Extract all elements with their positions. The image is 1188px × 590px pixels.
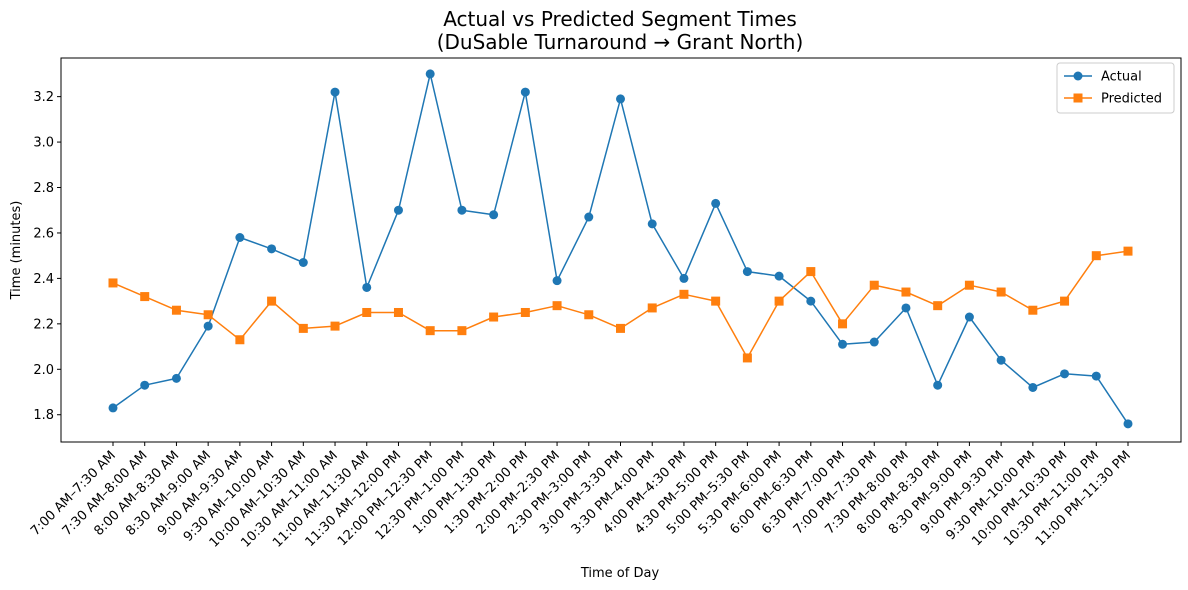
data-point-actual: [647, 219, 657, 229]
data-point-predicted: [774, 296, 784, 306]
data-point-predicted: [647, 303, 657, 313]
data-point-predicted: [552, 301, 562, 311]
data-point-actual: [267, 244, 277, 254]
data-point-actual: [616, 94, 625, 104]
data-point-actual: [362, 282, 372, 292]
data-point-actual: [869, 337, 879, 347]
data-point-actual: [425, 69, 435, 79]
y-tick-label: 2.0: [33, 363, 54, 378]
data-point-actual: [1123, 419, 1133, 429]
y-tick-label: 3.2: [33, 90, 54, 105]
legend-label-predicted: Predicted: [1101, 92, 1162, 107]
data-point-actual: [520, 87, 530, 97]
data-point-predicted: [489, 312, 499, 322]
data-point-actual: [742, 267, 752, 277]
data-point-actual: [393, 205, 403, 215]
data-point-predicted: [425, 326, 435, 336]
data-point-actual: [679, 273, 689, 283]
data-point-predicted: [1091, 251, 1101, 261]
data-point-predicted: [933, 301, 943, 311]
data-point-actual: [489, 210, 499, 220]
series-line-predicted: [112, 250, 1129, 359]
chart-title: Actual vs Predicted Segment Times: [443, 7, 797, 31]
data-point-predicted: [1060, 296, 1070, 306]
data-point-actual: [552, 276, 562, 286]
plot-area: [60, 57, 1182, 443]
data-point-actual: [964, 312, 974, 322]
y-tick-label: 2.6: [33, 226, 54, 241]
data-point-predicted: [393, 307, 403, 317]
data-point-actual: [140, 380, 150, 390]
data-point-actual: [806, 296, 816, 306]
data-point-actual: [203, 321, 213, 331]
y-tick-label: 2.8: [33, 181, 54, 196]
data-point-actual: [933, 380, 943, 390]
data-point-actual: [774, 271, 784, 281]
data-point-predicted: [1123, 246, 1133, 256]
y-tick-label: 3.0: [33, 136, 54, 151]
data-point-predicted: [996, 287, 1006, 297]
data-point-predicted: [298, 323, 308, 333]
data-point-predicted: [901, 287, 911, 297]
y-axis: 1.8 2.0 2.2 2.4 2.6 2.8 3.0 3.2: [33, 90, 61, 423]
data-point-predicted: [1028, 305, 1038, 315]
data-point-predicted: [806, 267, 816, 277]
y-tick-label: 1.8: [33, 408, 54, 423]
data-point-predicted: [140, 292, 150, 302]
data-point-actual: [838, 339, 848, 349]
data-point-actual: [1028, 382, 1038, 392]
data-point-predicted: [869, 280, 879, 290]
data-point-actual: [457, 205, 467, 215]
data-point-predicted: [711, 296, 721, 306]
data-point-predicted: [235, 335, 245, 345]
data-point-actual: [901, 303, 911, 313]
data-point-actual: [1091, 371, 1101, 381]
legend-marker-actual: [1073, 71, 1083, 81]
data-point-predicted: [679, 289, 689, 299]
chart-subtitle: (DuSable Turnaround → Grant North): [437, 30, 804, 54]
data-point-actual: [171, 373, 181, 383]
data-point-predicted: [362, 307, 372, 317]
data-point-predicted: [964, 280, 974, 290]
data-point-predicted: [267, 296, 277, 306]
legend-label-actual: Actual: [1101, 70, 1142, 85]
x-axis-label: Time of Day: [580, 566, 660, 581]
data-point-actual: [584, 212, 594, 222]
data-point-predicted: [584, 310, 594, 320]
data-point-predicted: [838, 319, 848, 329]
legend: Actual Predicted: [1056, 62, 1175, 114]
data-point-predicted: [330, 321, 340, 331]
data-point-predicted: [457, 326, 467, 336]
data-point-predicted: [520, 307, 530, 317]
legend-marker-predicted: [1073, 93, 1083, 103]
data-point-predicted: [616, 323, 625, 333]
data-point-actual: [711, 198, 721, 208]
data-point-actual: [235, 233, 245, 243]
data-point-actual: [996, 355, 1006, 365]
y-tick-label: 2.4: [33, 272, 54, 287]
y-tick-label: 2.2: [33, 317, 54, 332]
data-point-actual: [330, 87, 340, 97]
series-layer: [108, 69, 1133, 429]
y-axis-label: Time (minutes): [9, 201, 24, 301]
data-point-predicted: [108, 278, 118, 288]
data-point-actual: [298, 257, 308, 267]
x-axis: 7:00 AM–7:30 AM7:30 AM–8:00 AM8:00 AM–8:…: [28, 442, 1134, 551]
data-point-predicted: [203, 310, 213, 320]
series-line-actual: [112, 73, 1129, 425]
data-point-predicted: [742, 353, 752, 363]
data-point-actual: [108, 403, 118, 413]
data-point-actual: [1060, 369, 1070, 379]
data-point-predicted: [171, 305, 181, 315]
